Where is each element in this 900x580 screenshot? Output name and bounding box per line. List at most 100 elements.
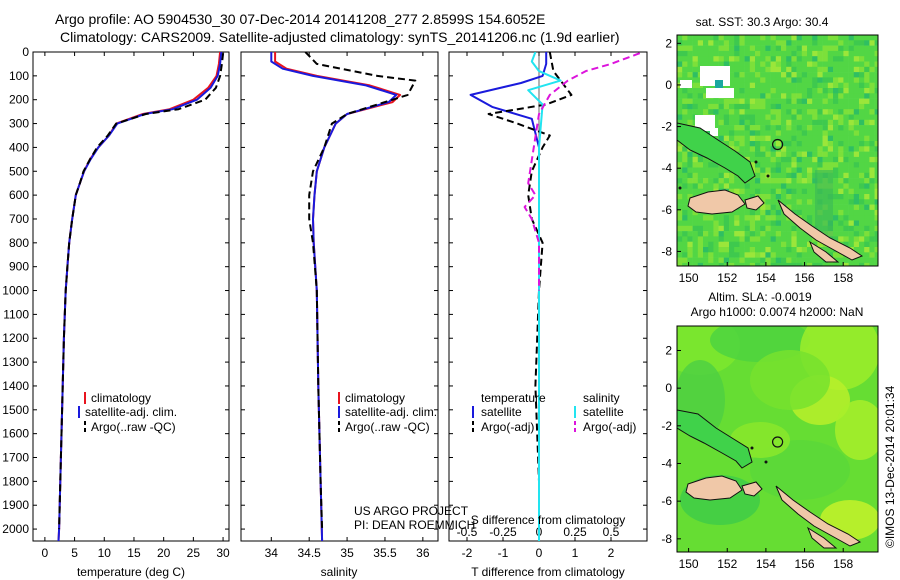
sst-cell [697,98,704,105]
sst-cell [692,167,699,174]
sst-cell [744,241,751,248]
sst-cell [786,61,792,68]
sst-cell [765,141,771,147]
sst-cell [775,167,782,174]
sst-cell [677,109,683,115]
sst-cell [848,141,855,147]
sst-cell [869,50,875,57]
sst-cell [718,114,725,121]
sst-cell [853,241,860,248]
sst-cell [874,257,878,264]
sst-cell [791,183,797,189]
sst-cell [687,231,693,237]
sst-cell [859,172,865,179]
sst-cell [807,45,813,52]
x-tick-label: 34 [265,546,279,560]
sst-cell [729,45,735,52]
sst-cell [843,162,849,168]
sst-cell [822,82,829,89]
sst-cell [677,61,683,68]
sst-cell [739,109,745,115]
sst-cell [874,103,878,110]
x-tick-label: 0 [536,546,543,560]
sst-cell [770,220,777,227]
sst-cell [687,114,693,121]
sst-cell [848,125,855,131]
sst-cell [781,231,787,237]
sst-cell [677,72,683,78]
sst-cell [775,257,782,264]
sst-cell [723,141,730,147]
sst-cell [729,241,735,248]
sst-cell [796,194,803,200]
sst-cell [781,141,787,147]
sst-cell [822,130,829,136]
sst-cell [739,135,745,142]
sst-cell [827,130,834,136]
sst-cell [749,98,756,105]
sst-cell [723,35,730,41]
sst-cell [765,114,771,121]
sst-cell [801,50,808,57]
series-temperature-satellite [469,52,548,541]
sst-cell [801,241,808,248]
sst-cell [801,56,808,62]
sst-cell [770,50,777,57]
sst-cell [781,72,787,78]
sst-cell [765,45,771,52]
sst-cell [869,247,875,253]
sst-cell [827,93,834,99]
sst-cell [692,225,699,232]
sst-cell [739,236,745,242]
sst-cell [760,156,766,163]
sst-cell [843,262,849,266]
sst-cell [713,98,719,105]
sst-cell [770,247,777,253]
sst-cell [703,252,709,258]
sst-cell [749,183,756,189]
sst-cell [775,103,782,110]
sst-cell [807,257,813,264]
sst-cell [853,88,860,94]
sst-cell [765,88,771,94]
sst-cell [859,204,865,211]
sst-cell [859,231,865,237]
sst-cell [848,114,855,121]
sst-cell [859,98,865,105]
sst-cell [822,72,829,78]
sst-cell [770,204,777,211]
sst-cell [869,141,875,147]
sst-cell [677,103,683,110]
sst-cell [697,88,704,94]
sst-cell [781,199,787,205]
sst-cell [765,241,771,248]
sst-cell [864,135,870,142]
series-salinity-satellite [527,52,562,541]
sst-cell [677,146,683,152]
sst-cell [807,66,813,73]
sst-cell [864,109,870,115]
sst-cell [729,236,735,242]
sst-cell [838,231,844,237]
sst-cell [817,125,823,131]
sst-cell [812,262,818,266]
sst-cell [713,125,719,131]
sst-cell [749,156,756,163]
sst-cell [833,183,839,189]
sst-cell [833,167,839,174]
sst-cell [744,98,751,105]
sst-cell [760,162,766,168]
sst-cell [859,194,865,200]
sst-cell [682,183,688,189]
map-y-tick-label: 0 [665,78,672,92]
sst-cell [843,61,849,68]
sst-cell [781,220,787,227]
sst-cell [781,215,787,221]
sst-cell [744,119,751,126]
sst-cell [843,167,849,174]
sst-cell [838,172,844,179]
sst-cell [838,82,844,89]
sst-cell [843,103,849,110]
sst-cell [812,130,818,136]
sst-cell [718,178,725,184]
